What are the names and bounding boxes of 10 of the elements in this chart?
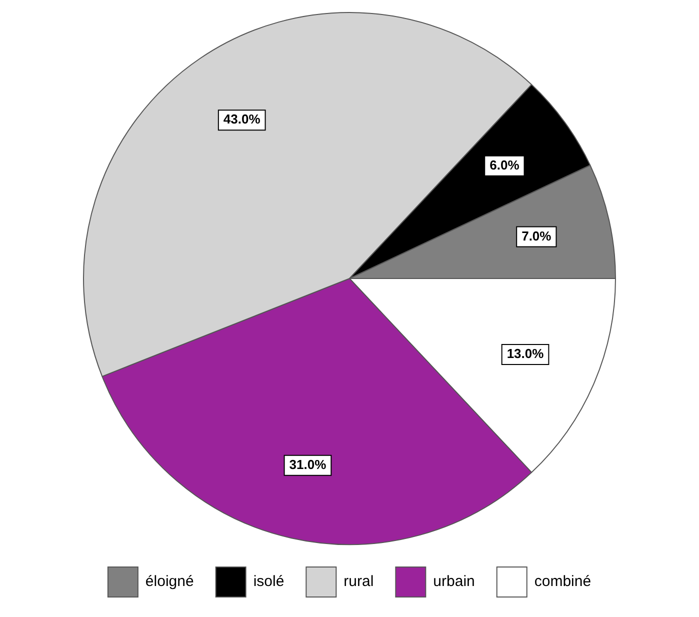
data-label: 31.0% <box>289 456 327 472</box>
legend-label: isolé <box>253 573 284 590</box>
legend-label: rural <box>344 573 374 590</box>
legend-label: urbain <box>433 573 475 590</box>
data-label: 13.0% <box>506 346 544 362</box>
data-label: 7.0% <box>522 228 552 244</box>
legend-label: combiné <box>534 573 592 590</box>
legend-label: éloigné <box>145 573 194 590</box>
data-label: 43.0% <box>223 112 261 127</box>
data-label: 6.0% <box>490 158 520 173</box>
